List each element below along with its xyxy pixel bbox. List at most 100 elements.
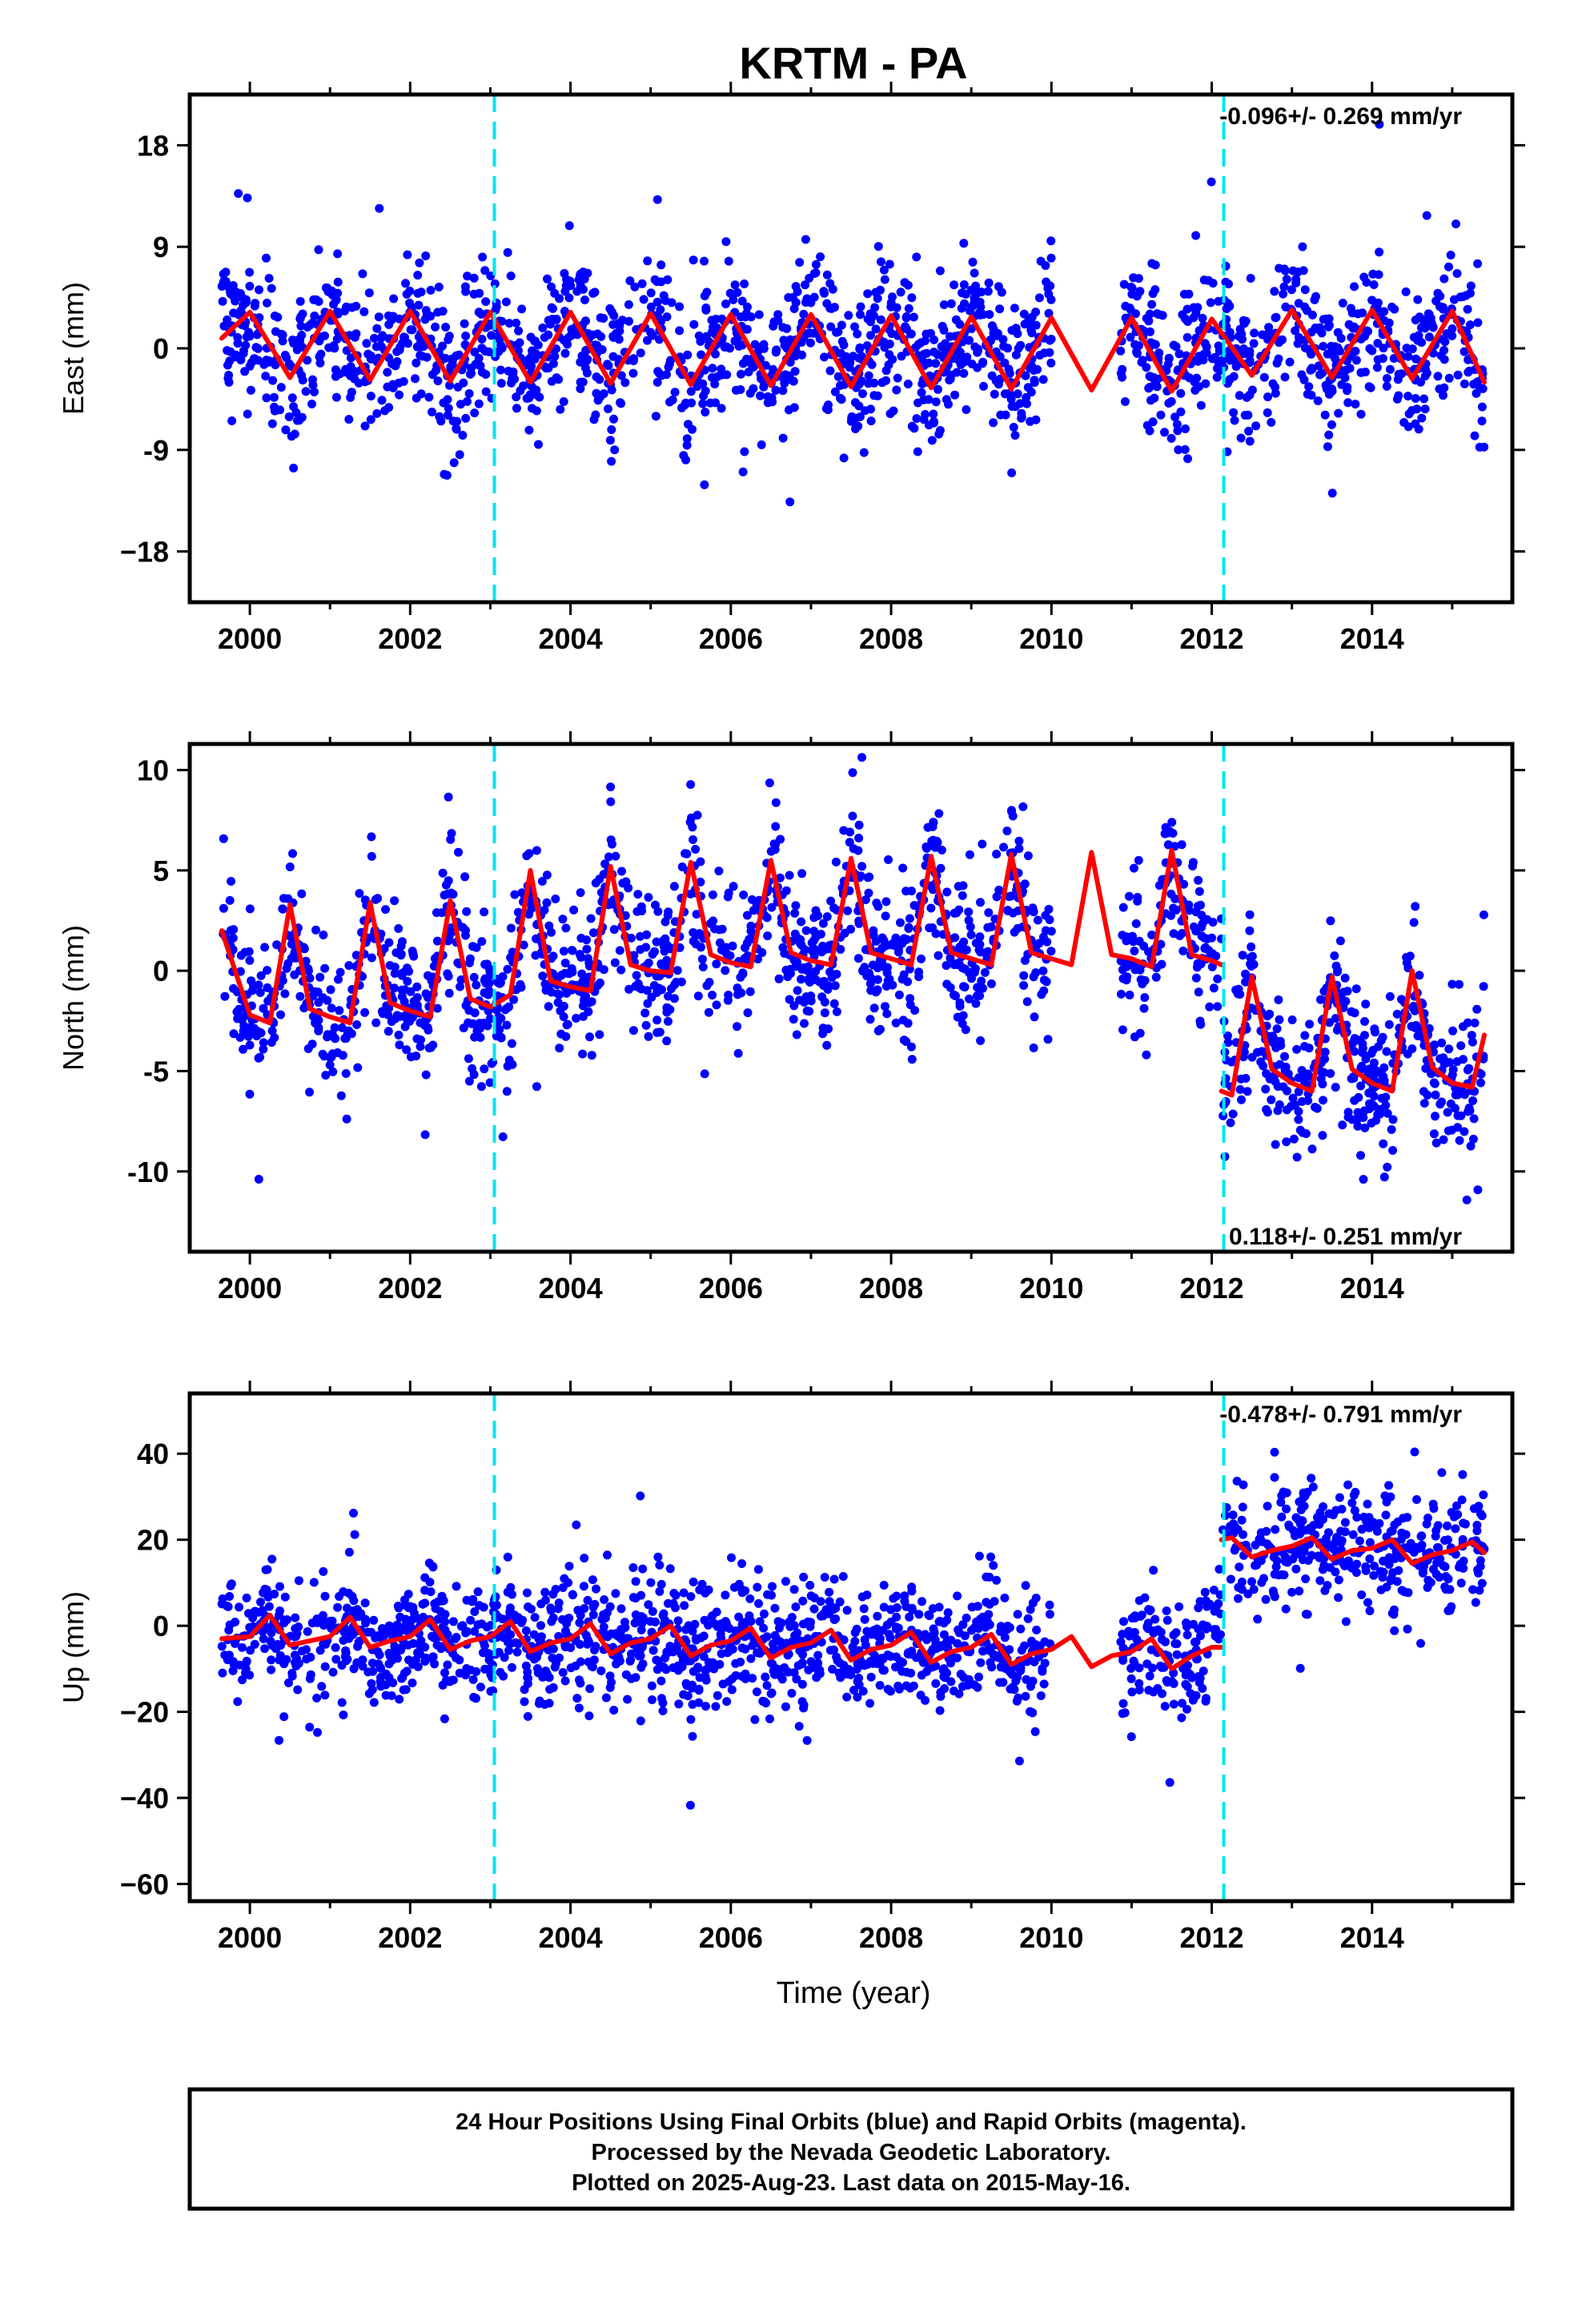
data-point <box>464 389 474 398</box>
data-point <box>477 335 487 344</box>
data-point <box>1016 1624 1026 1634</box>
data-point <box>426 285 436 295</box>
data-point <box>548 315 557 324</box>
data-point <box>1245 436 1255 446</box>
data-point <box>652 1027 662 1037</box>
data-point <box>532 1082 541 1092</box>
data-point <box>885 1633 895 1642</box>
data-point <box>912 414 921 424</box>
data-point <box>369 1698 379 1707</box>
data-point <box>1183 454 1192 464</box>
data-point <box>564 1562 574 1571</box>
data-point <box>510 890 520 899</box>
data-point <box>655 368 665 378</box>
data-point <box>737 296 747 306</box>
data-point <box>1167 818 1177 827</box>
data-point <box>263 298 271 308</box>
data-point <box>922 843 931 853</box>
data-point <box>1468 1585 1478 1594</box>
data-point <box>939 300 949 309</box>
data-point <box>693 991 703 1001</box>
data-point <box>406 1052 416 1062</box>
data-point <box>867 360 877 369</box>
panel-up: 2000 2002 2004 2006 2008 2010 2012 201440200−20… <box>57 1381 1525 1954</box>
data-point <box>325 1060 335 1070</box>
data-point <box>1295 1125 1305 1135</box>
data-point <box>942 979 952 989</box>
rate-annotation-north: 0.118+/- 0.251 mm/yr <box>1229 1224 1462 1250</box>
data-point <box>1183 317 1192 326</box>
data-point <box>223 346 232 356</box>
data-point <box>1275 336 1285 345</box>
data-point <box>1347 1115 1357 1124</box>
data-point <box>796 935 805 944</box>
data-point <box>962 352 972 362</box>
data-point <box>853 1692 862 1702</box>
data-point <box>648 1695 656 1704</box>
data-point <box>1150 377 1160 387</box>
data-point <box>1287 1101 1296 1111</box>
data-point <box>235 1602 243 1612</box>
data-point <box>905 914 914 923</box>
data-point <box>1407 344 1417 354</box>
data-point <box>820 1008 829 1018</box>
data-point <box>983 287 993 296</box>
data-point <box>1195 887 1204 896</box>
data-point <box>390 896 400 906</box>
data-point <box>785 870 794 880</box>
data-point <box>1327 489 1337 498</box>
data-point <box>1325 1018 1334 1027</box>
data-point <box>1004 892 1014 902</box>
data-point <box>447 888 456 898</box>
data-point <box>775 873 785 883</box>
data-point <box>536 1599 546 1609</box>
data-point <box>1379 1567 1388 1577</box>
data-point <box>332 334 342 344</box>
data-point <box>464 1076 474 1086</box>
data-point <box>759 382 769 392</box>
data-point <box>1324 389 1334 399</box>
data-point <box>291 1613 300 1622</box>
data-point <box>1346 304 1355 313</box>
data-point <box>721 943 731 952</box>
data-point <box>813 911 823 920</box>
data-point <box>1119 1617 1128 1626</box>
data-point <box>1043 1035 1053 1044</box>
data-point <box>1262 1069 1271 1079</box>
data-point <box>1245 390 1255 400</box>
data-point <box>606 782 616 792</box>
data-point <box>768 364 777 374</box>
data-point <box>253 356 263 365</box>
data-point <box>789 1585 799 1594</box>
data-point <box>376 333 386 343</box>
data-point <box>1199 1667 1208 1676</box>
data-point <box>1440 337 1450 347</box>
data-point <box>395 1040 404 1050</box>
data-point <box>849 1686 858 1695</box>
data-point <box>1155 1661 1165 1671</box>
data-point <box>547 282 556 292</box>
x-tick-label: 2014 <box>1340 1272 1404 1305</box>
data-point <box>631 1577 640 1586</box>
data-point <box>487 331 496 340</box>
data-point <box>297 412 307 422</box>
data-point <box>609 414 618 424</box>
data-point <box>390 969 400 978</box>
data-point <box>673 1616 683 1626</box>
data-point <box>1396 1534 1406 1544</box>
data-point <box>360 895 370 905</box>
data-point <box>885 259 894 269</box>
data-point <box>254 1053 263 1063</box>
data-point <box>1191 973 1201 983</box>
data-point <box>1335 1493 1344 1502</box>
data-point <box>1170 894 1180 903</box>
data-point <box>1145 372 1154 381</box>
data-point <box>341 1069 351 1078</box>
data-point <box>476 361 485 371</box>
data-point <box>1125 304 1134 312</box>
data-point <box>771 798 781 807</box>
data-point <box>1350 1506 1359 1515</box>
data-point <box>1238 335 1247 344</box>
data-point <box>757 440 766 449</box>
data-point <box>675 326 685 336</box>
